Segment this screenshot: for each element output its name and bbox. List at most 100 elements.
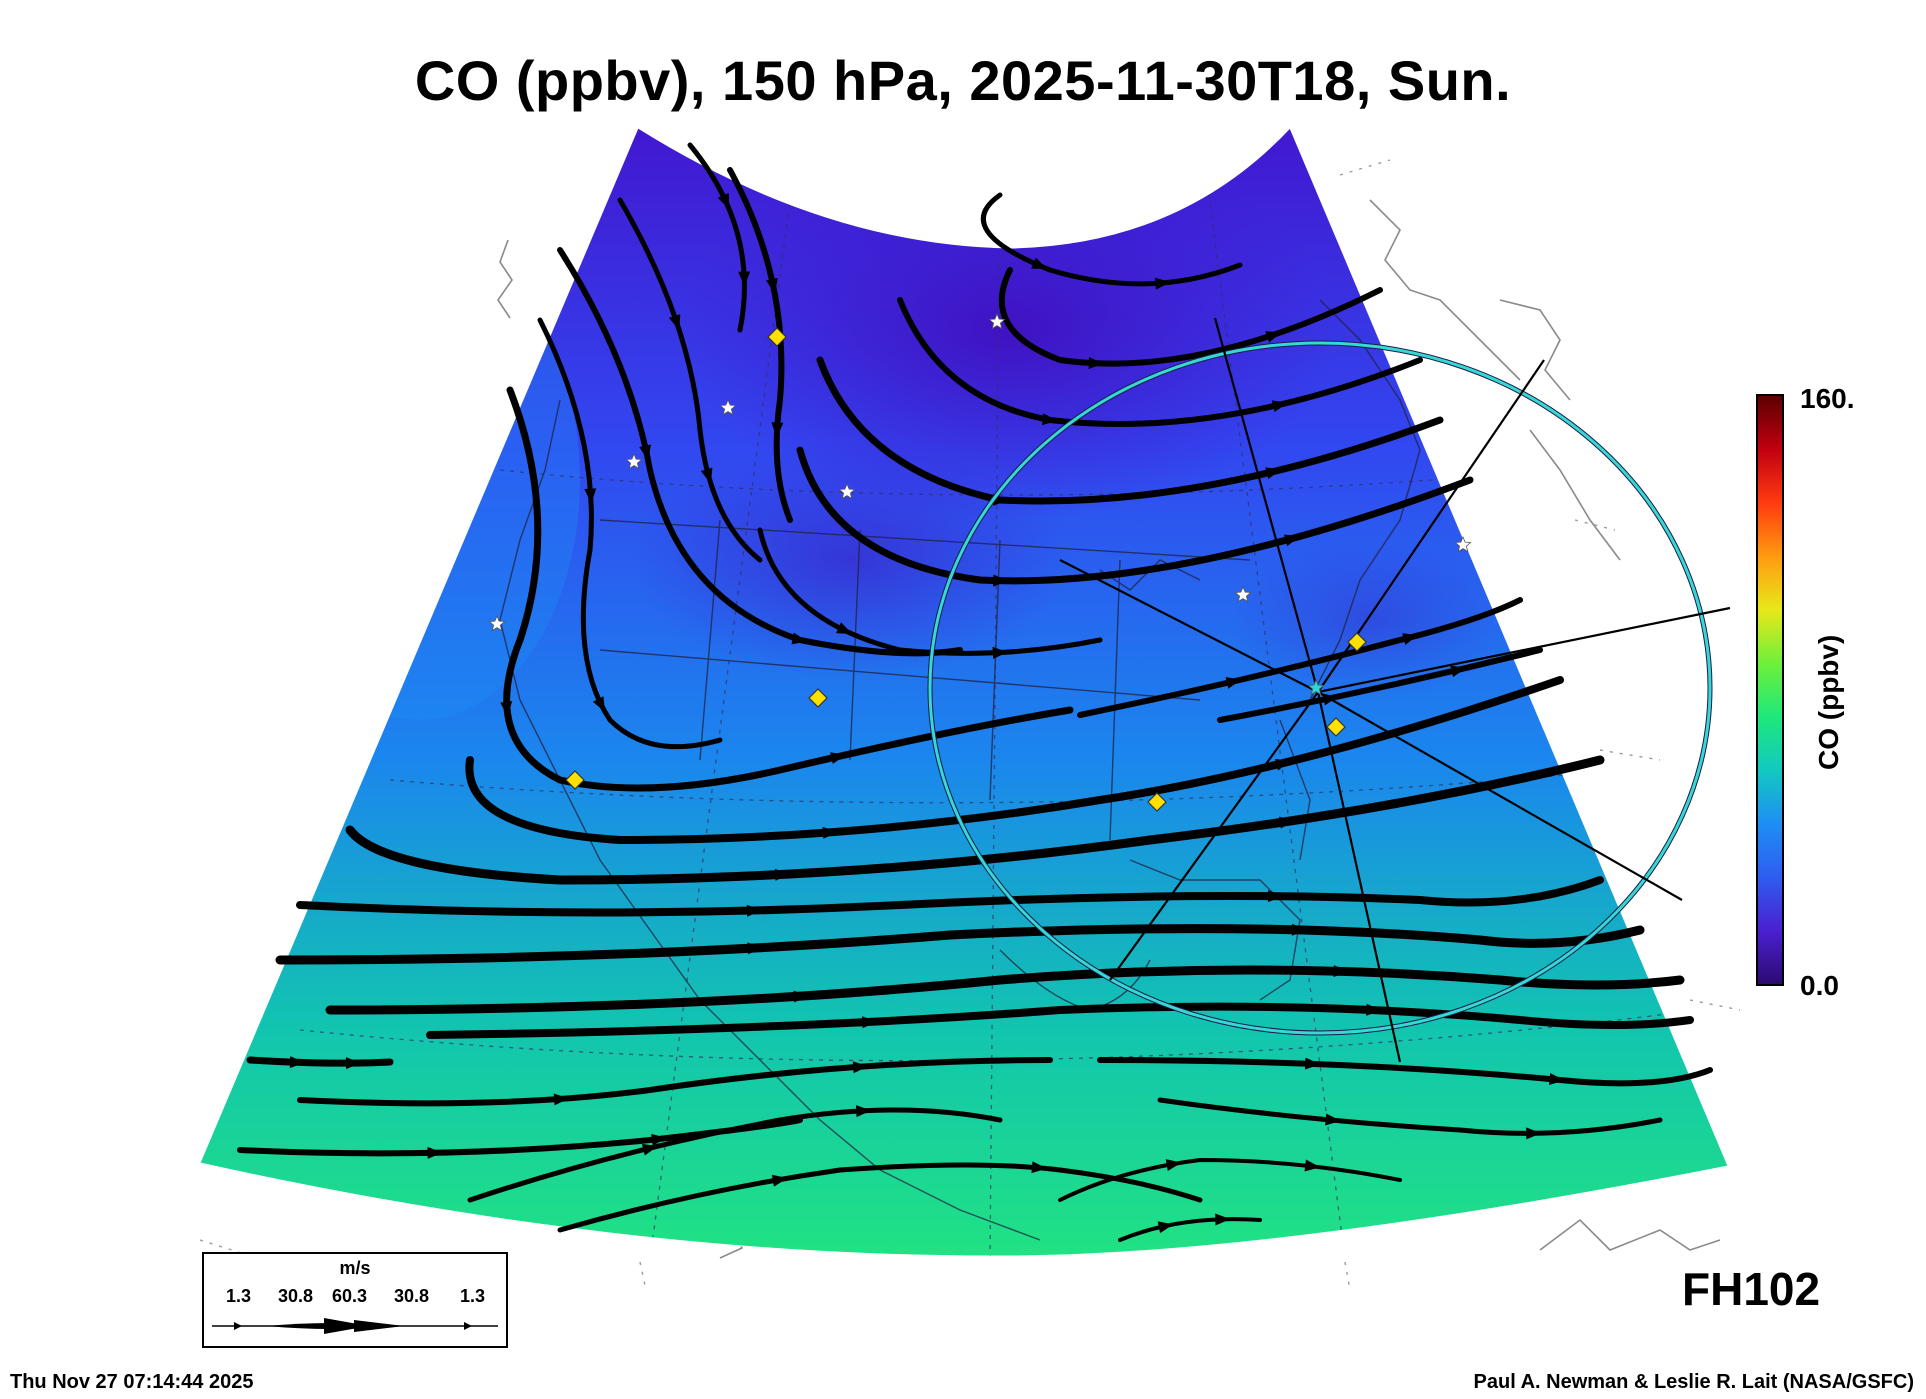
streamline-arrowhead bbox=[747, 942, 763, 955]
streamline-arrowhead bbox=[700, 467, 713, 484]
streamline-arrowhead bbox=[1275, 758, 1292, 771]
streamline-arrowhead bbox=[836, 622, 853, 635]
streamline bbox=[816, 356, 1444, 505]
streamline-arrowhead bbox=[1267, 890, 1283, 903]
streamline-arrowhead bbox=[717, 193, 730, 210]
streamline bbox=[980, 192, 1243, 287]
streamline-arrowhead bbox=[992, 646, 1008, 659]
streamline bbox=[465, 676, 1564, 845]
streamline-arrowhead bbox=[651, 1133, 667, 1146]
flight-range-ring bbox=[927, 340, 1713, 1036]
streamline bbox=[1077, 597, 1523, 718]
colorbar bbox=[1756, 394, 1784, 986]
streamline-arrowhead bbox=[1333, 965, 1349, 978]
streamline-arrowhead bbox=[1305, 1057, 1321, 1070]
streamline bbox=[1157, 1097, 1663, 1136]
station-diamond-marker bbox=[808, 688, 828, 708]
streamline bbox=[1097, 1057, 1713, 1087]
streamline-arrowhead bbox=[746, 904, 762, 917]
streamline bbox=[1058, 1157, 1402, 1202]
streamline-arrowhead bbox=[1366, 1003, 1382, 1016]
streamline bbox=[727, 167, 793, 523]
streamline bbox=[325, 965, 1685, 1015]
streamline bbox=[296, 876, 1604, 917]
streamline bbox=[557, 247, 963, 657]
streamline-arrowhead bbox=[861, 1016, 878, 1029]
streamline-arrowhead bbox=[584, 488, 597, 504]
streamline-arrowhead bbox=[1031, 1161, 1047, 1174]
streamline bbox=[467, 1107, 1003, 1203]
streamline-arrowhead bbox=[1304, 1159, 1321, 1172]
wind-legend-value: 30.8 bbox=[394, 1286, 430, 1306]
map-title: CO (ppbv), 150 hPa, 2025-11-30T18, Sun. bbox=[414, 49, 1512, 112]
station-star-marker bbox=[625, 452, 643, 470]
station-diamond-marker bbox=[565, 770, 585, 790]
streamline-arrowhead bbox=[1402, 633, 1419, 645]
colorbar-min-label: 0.0 bbox=[1800, 970, 1839, 1001]
streamline-arrowhead bbox=[738, 271, 751, 287]
wind-legend-arrow bbox=[212, 1318, 498, 1334]
streamline-arrowhead bbox=[1088, 357, 1104, 370]
streamline bbox=[757, 527, 1103, 656]
station-star-marker bbox=[838, 482, 856, 500]
streamline bbox=[345, 755, 1605, 885]
streamline-arrowhead bbox=[553, 1093, 570, 1106]
wind-legend-unit: m/s bbox=[339, 1258, 371, 1278]
streamline-arrowhead bbox=[1526, 1127, 1542, 1140]
wind-legend-value: 1.3 bbox=[226, 1286, 252, 1306]
streamline-arrowhead bbox=[1031, 257, 1048, 269]
streamline-arrowhead bbox=[1279, 816, 1295, 829]
wind-streamlines bbox=[237, 142, 1713, 1242]
streamline-arrowhead bbox=[765, 277, 778, 294]
wind-legend-value: 30.8 bbox=[278, 1286, 314, 1306]
streamline-arrowhead bbox=[639, 444, 651, 461]
station-star-marker bbox=[719, 398, 737, 416]
station-star-marker bbox=[1234, 585, 1252, 603]
streamline-arrowhead bbox=[1165, 1159, 1182, 1171]
streamline-arrowhead bbox=[1041, 413, 1058, 426]
station-diamond-marker bbox=[1347, 632, 1367, 652]
streamline bbox=[687, 142, 747, 333]
forecast-hour-label: FH102 bbox=[1682, 1263, 1821, 1315]
streamline-arrowhead bbox=[771, 1174, 788, 1187]
streamline-arrowhead bbox=[345, 1057, 361, 1070]
station-markers bbox=[488, 312, 1472, 812]
streamline-arrowhead bbox=[1284, 534, 1301, 547]
streamline bbox=[237, 1117, 803, 1157]
station-diamond-marker bbox=[1326, 717, 1346, 737]
flight-radials bbox=[1059, 317, 1731, 1063]
wind-speed-legend: m/s 1.3 30.8 60.3 30.8 1.3 bbox=[202, 1252, 508, 1348]
streamline-arrowhead bbox=[1325, 1113, 1341, 1126]
streamline-arrowhead bbox=[427, 1146, 443, 1159]
streamline bbox=[1217, 647, 1543, 723]
streamline bbox=[537, 317, 723, 750]
streamline-arrowhead bbox=[668, 314, 681, 331]
streamline-arrowhead bbox=[1291, 923, 1307, 936]
streamline bbox=[557, 1162, 1203, 1233]
streamline-arrowhead bbox=[592, 696, 606, 713]
streamline-arrowhead bbox=[822, 826, 838, 839]
map-sector-border bbox=[199, 127, 1729, 1257]
credit-line: Paul A. Newman & Leslie R. Lait (NASA/GS… bbox=[1473, 1371, 1914, 1393]
streamline bbox=[297, 1057, 1053, 1107]
wind-legend-value: 60.3 bbox=[332, 1286, 368, 1306]
streamline-arrowhead bbox=[1225, 677, 1242, 689]
wind-legend-value: 1.3 bbox=[460, 1286, 486, 1306]
streamline-arrowhead bbox=[855, 1105, 872, 1118]
generation-timestamp: Thu Nov 27 07:14:44 2025 bbox=[10, 1371, 254, 1393]
streamline-arrowhead bbox=[1154, 277, 1171, 290]
streamline-arrowhead bbox=[771, 422, 784, 438]
streamline-arrowhead bbox=[500, 701, 513, 717]
station-star-marker bbox=[1454, 535, 1472, 553]
streamline bbox=[503, 386, 1074, 792]
streamline-arrowhead bbox=[830, 752, 847, 764]
streamline bbox=[1118, 1217, 1262, 1242]
streamline-arrowhead bbox=[1265, 467, 1282, 480]
streamline bbox=[246, 1056, 394, 1067]
streamline bbox=[617, 197, 763, 563]
streamline-arrowhead bbox=[1157, 1221, 1174, 1234]
station-diamond-marker bbox=[1147, 792, 1167, 812]
graticule bbox=[299, 128, 1701, 1257]
